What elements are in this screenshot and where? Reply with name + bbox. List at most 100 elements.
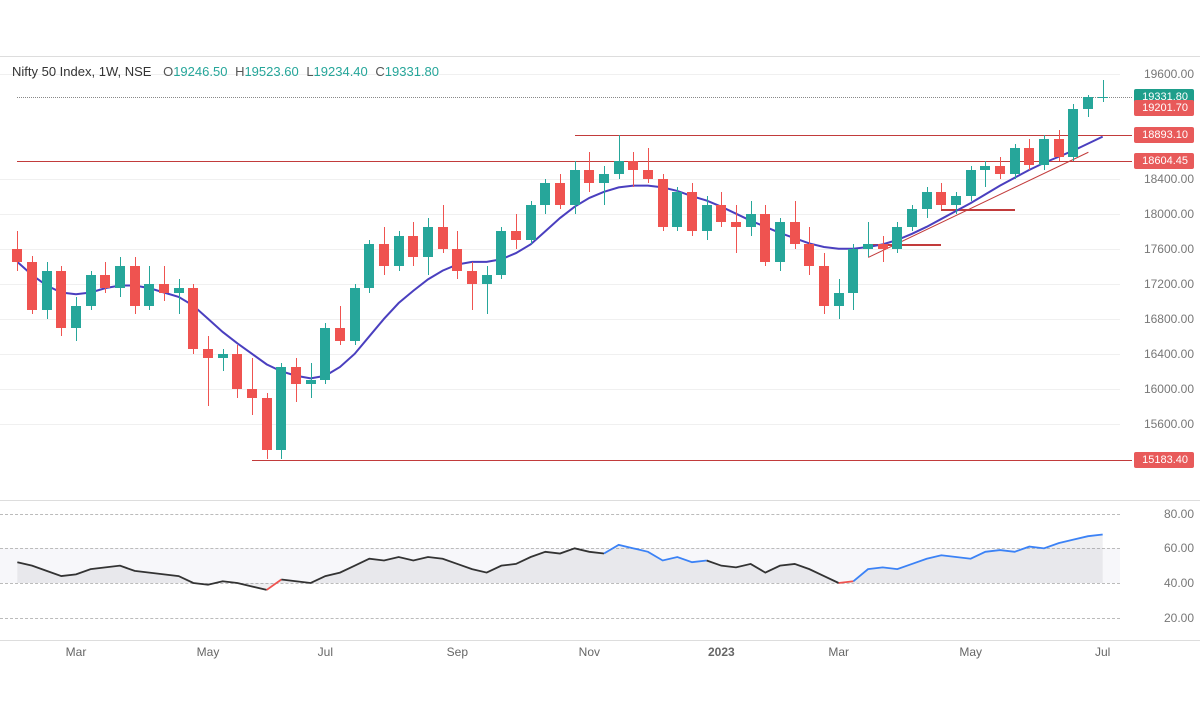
- y-tick-label: 18000.00: [1144, 207, 1194, 221]
- candle[interactable]: [848, 249, 858, 293]
- candle[interactable]: [42, 271, 52, 310]
- y-tick-label: 16000.00: [1144, 382, 1194, 396]
- candle[interactable]: [1068, 109, 1078, 157]
- candle[interactable]: [100, 275, 110, 288]
- candle[interactable]: [1024, 148, 1034, 166]
- candle[interactable]: [790, 222, 800, 244]
- candle[interactable]: [218, 354, 228, 358]
- candle[interactable]: [628, 161, 638, 170]
- price-chart[interactable]: [0, 56, 1120, 494]
- candle[interactable]: [467, 271, 477, 284]
- x-tick-label: May: [959, 645, 982, 659]
- candle[interactable]: [995, 166, 1005, 175]
- candle[interactable]: [1083, 97, 1093, 108]
- candle[interactable]: [408, 236, 418, 258]
- candle[interactable]: [907, 209, 917, 227]
- candle[interactable]: [1010, 148, 1020, 174]
- candle[interactable]: [511, 231, 521, 240]
- candle[interactable]: [863, 244, 873, 248]
- candle-wick: [604, 166, 605, 205]
- candle[interactable]: [746, 214, 756, 227]
- candle-wick: [736, 205, 737, 253]
- candle[interactable]: [834, 293, 844, 306]
- candle[interactable]: [423, 227, 433, 258]
- candle[interactable]: [980, 166, 990, 170]
- candle[interactable]: [276, 367, 286, 450]
- candle[interactable]: [247, 389, 257, 398]
- candle[interactable]: [364, 244, 374, 288]
- candle[interactable]: [174, 288, 184, 292]
- candle[interactable]: [643, 170, 653, 179]
- candle[interactable]: [1054, 139, 1064, 157]
- candle[interactable]: [555, 183, 565, 205]
- candle[interactable]: [951, 196, 961, 205]
- price-tag[interactable]: 18893.10: [1134, 127, 1194, 143]
- x-tick-label: Nov: [579, 645, 600, 659]
- candle[interactable]: [570, 170, 580, 205]
- candle[interactable]: [702, 205, 712, 231]
- candle[interactable]: [1039, 139, 1049, 165]
- candle[interactable]: [350, 288, 360, 341]
- candle[interactable]: [892, 227, 902, 249]
- candle-wick: [472, 262, 473, 310]
- candle-wick: [1103, 80, 1104, 101]
- candle[interactable]: [379, 244, 389, 266]
- candle[interactable]: [320, 328, 330, 381]
- candle[interactable]: [672, 192, 682, 227]
- candle[interactable]: [775, 222, 785, 261]
- candle[interactable]: [804, 244, 814, 266]
- price-tag[interactable]: 18604.45: [1134, 153, 1194, 169]
- candle[interactable]: [496, 231, 506, 275]
- candle[interactable]: [452, 249, 462, 271]
- candle[interactable]: [482, 275, 492, 284]
- y-tick-label: 17200.00: [1144, 277, 1194, 291]
- candle[interactable]: [614, 161, 624, 174]
- candle[interactable]: [731, 222, 741, 226]
- y-tick-label: 16800.00: [1144, 312, 1194, 326]
- candle[interactable]: [115, 266, 125, 288]
- candle[interactable]: [540, 183, 550, 205]
- candle[interactable]: [12, 249, 22, 262]
- candle[interactable]: [56, 271, 66, 328]
- candle[interactable]: [262, 398, 272, 451]
- candle-wick: [208, 336, 209, 406]
- candle[interactable]: [760, 214, 770, 262]
- candle[interactable]: [306, 380, 316, 384]
- candle[interactable]: [130, 266, 140, 305]
- candle[interactable]: [526, 205, 536, 240]
- x-tick-label: Jul: [318, 645, 333, 659]
- candle[interactable]: [71, 306, 81, 328]
- candle[interactable]: [966, 170, 976, 196]
- candle[interactable]: [203, 349, 213, 358]
- price-tag[interactable]: 15183.40: [1134, 452, 1194, 468]
- candle[interactable]: [584, 170, 594, 183]
- price-y-axis: 15600.0016000.0016400.0016800.0017200.00…: [1120, 56, 1200, 494]
- candle[interactable]: [716, 205, 726, 223]
- rsi-chart[interactable]: [0, 505, 1120, 635]
- candle[interactable]: [658, 179, 668, 227]
- price-tag[interactable]: 19201.70: [1134, 100, 1194, 116]
- candle[interactable]: [922, 192, 932, 210]
- x-tick-label: 2023: [708, 645, 735, 659]
- candle[interactable]: [438, 227, 448, 249]
- candle[interactable]: [188, 288, 198, 349]
- candle[interactable]: [144, 284, 154, 306]
- candle[interactable]: [599, 174, 609, 183]
- candle[interactable]: [936, 192, 946, 205]
- candle[interactable]: [1098, 97, 1108, 98]
- candle[interactable]: [27, 262, 37, 310]
- candle[interactable]: [86, 275, 96, 306]
- candle[interactable]: [687, 192, 697, 231]
- candle[interactable]: [394, 236, 404, 267]
- candle-wick: [487, 266, 488, 314]
- candle[interactable]: [819, 266, 829, 305]
- candle[interactable]: [878, 244, 888, 248]
- candle[interactable]: [291, 367, 301, 385]
- x-tick-label: Jul: [1095, 645, 1110, 659]
- candle[interactable]: [335, 328, 345, 341]
- candle[interactable]: [232, 354, 242, 389]
- time-x-axis: MarMayJulSepNov2023MarMayJul: [0, 645, 1120, 675]
- candle[interactable]: [159, 284, 169, 293]
- candle-wick: [179, 279, 180, 314]
- chart-header: Nifty 50 Index, 1W, NSE O19246.50 H19523…: [12, 64, 439, 79]
